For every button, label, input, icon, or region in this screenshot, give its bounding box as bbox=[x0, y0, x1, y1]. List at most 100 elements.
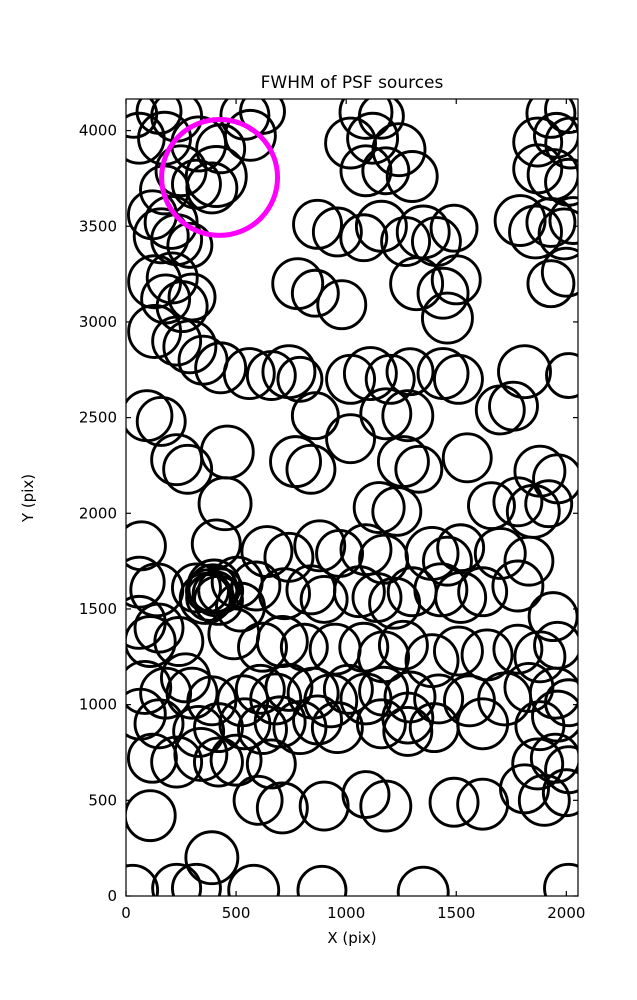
source-circle bbox=[285, 443, 337, 495]
y-tick-label: 1500 bbox=[79, 600, 117, 618]
source-circle bbox=[311, 206, 363, 258]
source-circle bbox=[150, 433, 204, 487]
source-circle bbox=[421, 291, 474, 345]
source-circle bbox=[544, 99, 578, 134]
source-circle bbox=[433, 353, 484, 405]
source-circle bbox=[541, 768, 578, 818]
source-circle bbox=[184, 830, 240, 886]
source-circle bbox=[342, 346, 398, 402]
source-circle bbox=[197, 476, 253, 532]
y-tick-label: 0 bbox=[107, 887, 117, 905]
source-circle bbox=[194, 341, 248, 395]
source-circle bbox=[133, 698, 185, 750]
source-circle bbox=[339, 144, 393, 198]
data-markers-layer bbox=[126, 99, 578, 896]
source-circle bbox=[127, 304, 183, 359]
x-tick-label: 1000 bbox=[327, 904, 365, 922]
source-circle bbox=[529, 732, 578, 784]
source-circle bbox=[143, 194, 199, 250]
source-circle bbox=[126, 615, 177, 668]
source-circle bbox=[545, 352, 578, 399]
source-circle bbox=[165, 666, 219, 720]
source-circle bbox=[385, 347, 435, 397]
source-circle bbox=[381, 691, 435, 745]
source-circle bbox=[223, 108, 277, 162]
source-circle bbox=[227, 863, 281, 896]
source-circle bbox=[361, 146, 411, 196]
source-circle bbox=[298, 780, 350, 832]
source-circle bbox=[492, 623, 544, 675]
x-tick-label: 0 bbox=[121, 904, 131, 922]
source-circle bbox=[264, 662, 314, 712]
source-circle bbox=[493, 194, 547, 247]
source-circle bbox=[296, 864, 348, 896]
source-circle bbox=[140, 273, 192, 325]
x-tick-label: 500 bbox=[222, 904, 251, 922]
source-circle bbox=[193, 736, 244, 788]
source-circle bbox=[381, 389, 435, 443]
source-circle bbox=[172, 704, 226, 758]
source-circle bbox=[310, 701, 364, 755]
y-tick-label: 2000 bbox=[79, 504, 117, 522]
source-circle bbox=[290, 391, 340, 441]
source-circle bbox=[195, 123, 247, 175]
source-circle bbox=[436, 523, 486, 573]
source-circle bbox=[488, 380, 539, 432]
source-circle bbox=[382, 705, 434, 757]
source-circle bbox=[514, 700, 566, 752]
x-axis-label: X (pix) bbox=[327, 929, 376, 947]
source-circle bbox=[135, 396, 187, 447]
source-circle bbox=[234, 663, 286, 715]
y-axis-label: Y (pix) bbox=[19, 474, 37, 523]
source-circle bbox=[543, 862, 578, 896]
source-circle bbox=[346, 111, 400, 165]
source-circle bbox=[215, 581, 266, 633]
source-circle bbox=[151, 315, 203, 367]
source-circle bbox=[394, 444, 444, 494]
source-circle bbox=[316, 279, 368, 331]
source-circle bbox=[354, 199, 408, 253]
source-circle bbox=[154, 144, 208, 198]
source-circle bbox=[245, 738, 297, 790]
source-circle bbox=[292, 198, 343, 250]
source-circle bbox=[153, 616, 205, 667]
source-circle bbox=[508, 204, 563, 260]
source-circle bbox=[126, 111, 166, 165]
source-circle bbox=[359, 387, 413, 441]
source-circle bbox=[377, 619, 429, 671]
source-circle bbox=[380, 216, 432, 267]
axes-frame bbox=[125, 98, 579, 897]
source-circle bbox=[517, 773, 571, 827]
source-circle bbox=[532, 111, 578, 159]
source-circle bbox=[324, 116, 378, 170]
source-circle bbox=[162, 319, 218, 375]
source-circle bbox=[126, 659, 173, 715]
source-circle bbox=[133, 602, 185, 654]
source-circle bbox=[385, 150, 439, 203]
source-circle bbox=[290, 268, 340, 318]
source-circle bbox=[339, 213, 389, 263]
source-circle bbox=[299, 574, 349, 624]
source-circle bbox=[209, 733, 263, 787]
source-circle bbox=[531, 689, 578, 743]
x-tick-label: 1500 bbox=[437, 904, 475, 922]
source-circle bbox=[193, 702, 244, 754]
source-circle bbox=[219, 99, 271, 141]
source-circle bbox=[525, 196, 577, 248]
source-circle bbox=[325, 413, 377, 465]
source-circle bbox=[524, 479, 574, 529]
source-circle bbox=[467, 481, 516, 531]
y-tick-label: 3500 bbox=[79, 217, 117, 235]
source-circle bbox=[428, 776, 480, 828]
source-circle bbox=[389, 256, 445, 312]
source-circle bbox=[491, 559, 545, 613]
psf-source-markers bbox=[126, 99, 578, 896]
source-circle bbox=[525, 99, 577, 139]
source-circle bbox=[512, 116, 564, 168]
source-circle bbox=[371, 122, 427, 178]
source-circle bbox=[237, 621, 288, 673]
y-tick-label: 500 bbox=[88, 791, 117, 809]
y-tick-label: 2500 bbox=[79, 409, 117, 427]
source-circle bbox=[132, 207, 190, 265]
